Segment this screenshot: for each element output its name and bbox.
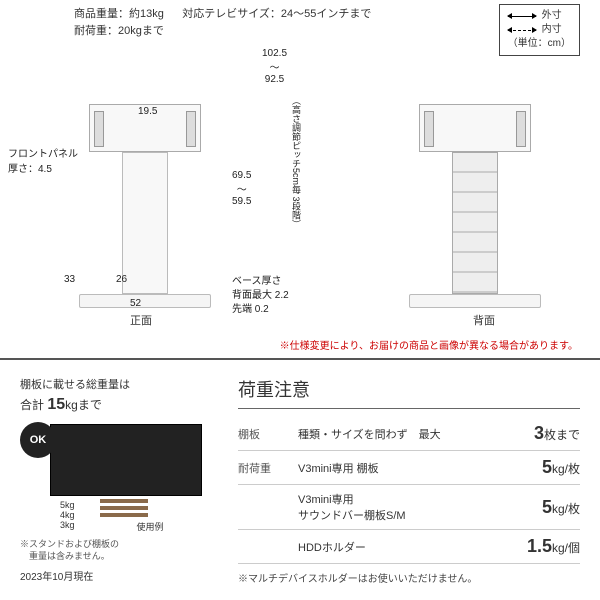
- arrow-dashed-icon: [508, 30, 536, 31]
- stand-column-front: [122, 152, 168, 294]
- row-label: 耐荷重: [238, 460, 298, 476]
- load-caution-section: 棚板に載せる総重量は 合計 15kgまで OK 5kg 4kg 3kg 使用例 …: [0, 360, 600, 600]
- dim-height-note: （高さ調節ピッチ5cm毎 3段階）: [290, 96, 303, 229]
- load-row: 耐荷重 V3mini専用 棚板 5kg/枚: [238, 451, 580, 485]
- spec-change-note: ※仕様変更により、お届けの商品と画像が異なる場合があります。: [280, 337, 578, 352]
- dim-height-upper: 102.5 ～ 92.5: [262, 48, 287, 85]
- date-note: 2023年10月現在: [20, 568, 220, 583]
- left-total: 合計 15kgまで: [20, 396, 220, 414]
- front-view: [75, 104, 215, 308]
- load-value: 20kgまで: [118, 25, 164, 37]
- stand-bracket-rear: [419, 104, 531, 152]
- front-caption: 正面: [130, 312, 152, 328]
- row-label: 棚板: [238, 426, 298, 442]
- tvsize-label: 対応テレビサイズ：: [182, 8, 281, 20]
- stand-column-rear: [452, 152, 498, 294]
- spec-diagram-section: 商品重量：約13kg 対応テレビサイズ：24～55インチまで 耐荷重：20kgま…: [0, 0, 600, 360]
- row-val: 5kg/枚: [542, 497, 580, 518]
- shelf-w1: 5kg: [60, 500, 75, 510]
- row-mid: V3mini専用 サウンドバー棚板S/M: [298, 491, 542, 523]
- row-val: 5kg/枚: [542, 457, 580, 478]
- weight-value: 約13kg: [129, 8, 164, 20]
- row-val: 1.5kg/個: [527, 536, 580, 557]
- load-label: 耐荷重：: [74, 25, 118, 37]
- dim-col-width: 19.5: [138, 106, 157, 117]
- dim-height-lower: 69.5 ～ 59.5: [232, 170, 251, 207]
- load-row: HDDホルダー 1.5kg/個: [238, 530, 580, 564]
- dim-base-width: 52: [130, 298, 141, 309]
- load-row: 棚板 種類・サイズを問わず 最大 3枚まで: [238, 417, 580, 451]
- left-total-value: 15: [47, 396, 65, 413]
- example-label: 使用例: [80, 520, 220, 533]
- base-thickness-label: ベース厚さ: [232, 272, 282, 287]
- front-panel-label: フロントパネル 厚さ：4.5: [8, 145, 78, 175]
- shelf-w3: 3kg: [60, 520, 75, 530]
- diagram-area: 正面 背面 フロントパネル 厚さ：4.5 19.5 102.5 ～ 92.5 （…: [0, 40, 600, 358]
- row-mid: HDDホルダー: [298, 539, 527, 555]
- base-thickness-rear: 背面最大 2.2: [232, 286, 289, 301]
- ok-badge: OK: [20, 422, 56, 458]
- left-caption: 棚板に載せる総重量は: [20, 376, 220, 392]
- legend-inner: 内寸: [542, 23, 562, 37]
- stand-base-rear: [409, 294, 541, 308]
- base-thickness-front: 先端 0.2: [232, 300, 269, 315]
- tv-illustration: [50, 424, 202, 496]
- load-right: 荷重注意 棚板 種類・サイズを問わず 最大 3枚まで 耐荷重 V3mini専用 …: [238, 376, 580, 585]
- legend-outer: 外寸: [542, 9, 562, 23]
- header-specs: 商品重量：約13kg 対応テレビサイズ：24～55インチまで 耐荷重：20kgま…: [74, 6, 371, 39]
- load-row: V3mini専用 サウンドバー棚板S/M 5kg/枚: [238, 485, 580, 530]
- load-title: 荷重注意: [238, 376, 580, 409]
- arrow-solid-icon: [508, 16, 536, 17]
- dim-base-depth: 33: [64, 274, 75, 285]
- row-mid: V3mini専用 棚板: [298, 460, 542, 476]
- stand-base-front: [79, 294, 211, 308]
- shelf-w2: 4kg: [60, 510, 75, 520]
- weight-label: 商品重量：: [74, 8, 129, 20]
- left-total-unit: kg: [65, 398, 78, 412]
- left-total-suffix: まで: [78, 398, 102, 412]
- rear-caption: 背面: [473, 312, 495, 328]
- shelf-illustration: [100, 499, 220, 517]
- row-mid: 種類・サイズを問わず 最大: [298, 426, 534, 442]
- load-left: 棚板に載せる総重量は 合計 15kgまで OK 5kg 4kg 3kg 使用例 …: [20, 376, 220, 583]
- rear-view: [405, 104, 545, 308]
- left-total-prefix: 合計: [20, 398, 44, 412]
- dim-base-inner: 26: [116, 274, 127, 285]
- disclaimer: ※スタンドおよび棚板の 重量は含みません。: [20, 539, 220, 562]
- row-val: 3枚まで: [534, 423, 580, 444]
- tvsize-value: 24～55インチまで: [281, 8, 371, 20]
- load-footnote: ※マルチデバイスホルダーはお使いいただけません。: [238, 570, 580, 585]
